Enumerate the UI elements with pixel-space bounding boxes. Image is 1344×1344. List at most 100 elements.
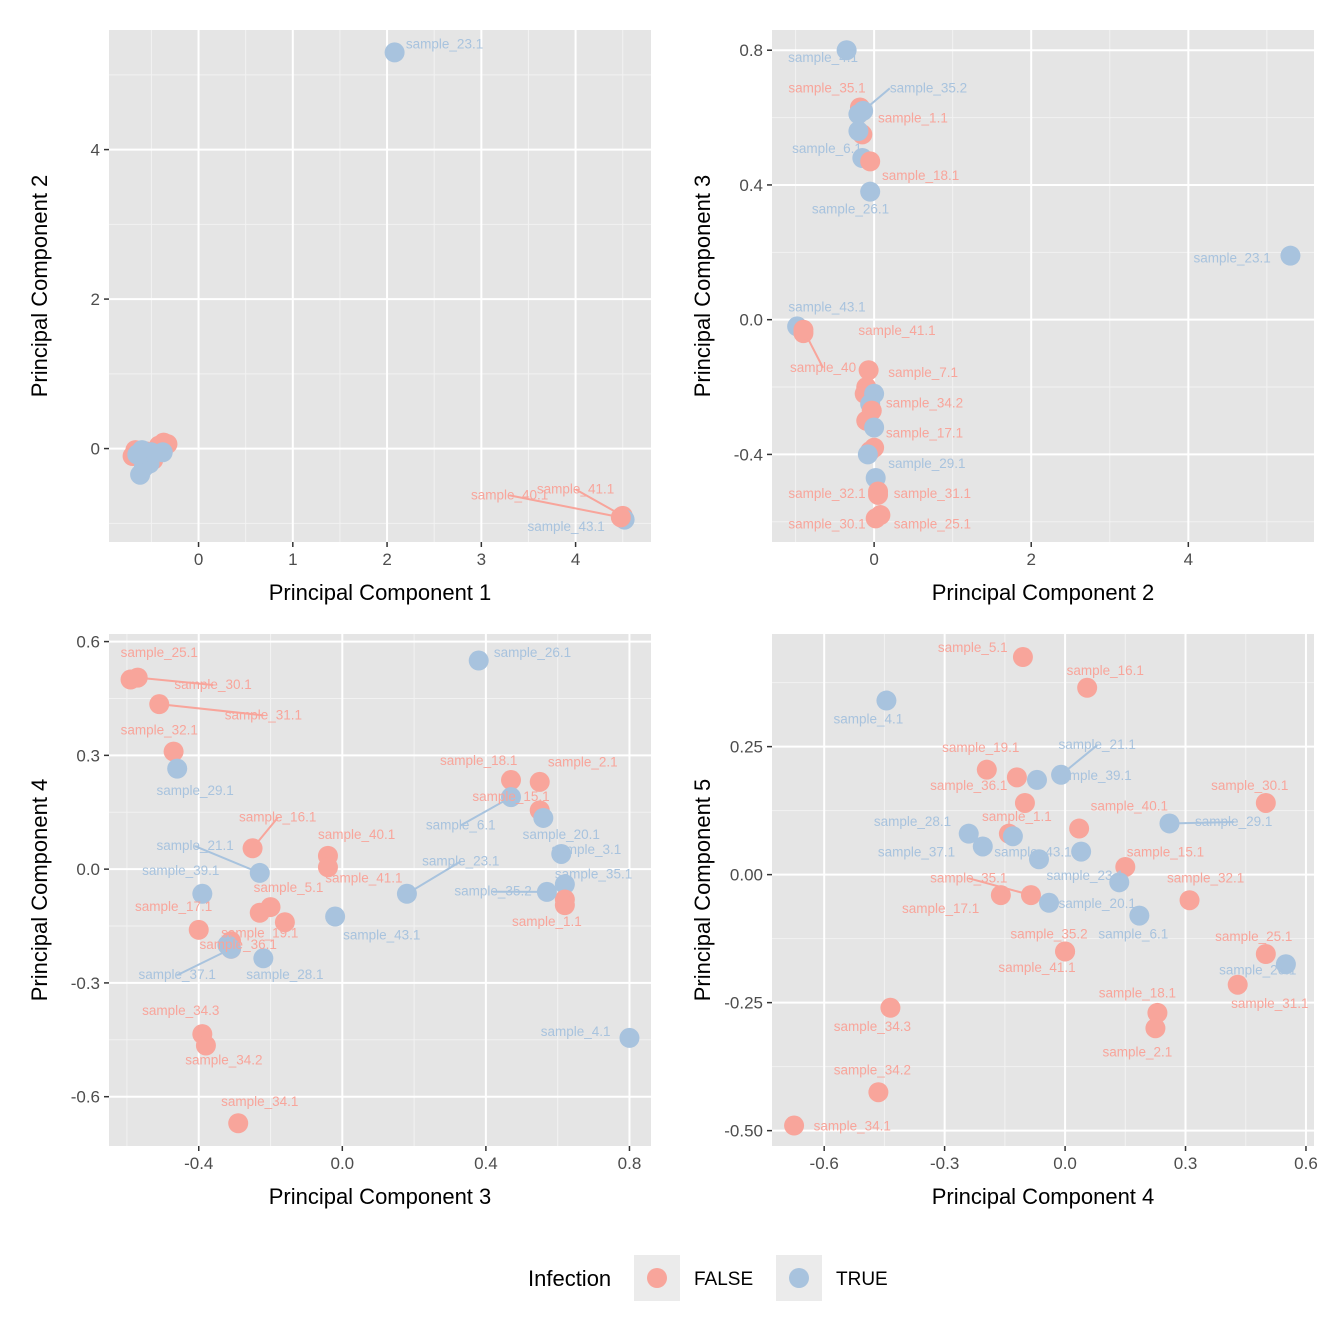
point-label: sample_29.1 — [1195, 814, 1272, 829]
point-label: sample_26.1 — [1219, 962, 1296, 977]
data-point — [880, 997, 901, 1018]
data-point — [253, 948, 274, 969]
x-tick-label: -0.6 — [810, 1154, 839, 1173]
point-label: sample_1.1 — [878, 111, 948, 126]
y-tick-label: -0.3 — [71, 974, 100, 993]
data-point — [536, 881, 557, 902]
y-tick-label: -0.25 — [724, 994, 763, 1013]
point-label: sample_19.1 — [942, 740, 1019, 755]
data-point — [1179, 890, 1200, 911]
x-tick-label: 3 — [477, 550, 486, 569]
point-label: sample_4.1 — [541, 1024, 611, 1039]
point-label: sample_20.1 — [523, 827, 600, 842]
data-point — [1028, 849, 1049, 870]
point-label: sample_4.1 — [788, 50, 858, 65]
point-label: sample_6.1 — [792, 141, 862, 156]
data-point — [325, 906, 346, 927]
y-axis-title: Principal Component 3 — [690, 175, 715, 398]
data-point — [876, 690, 897, 711]
point-label: sample_32.1 — [1167, 870, 1244, 885]
point-label: sample_16.1 — [1067, 663, 1144, 678]
data-point — [1109, 872, 1130, 893]
panel-pc4-vs-pc5: -0.6 -0.3 0.0 0.3 0.6 -0.50 -0.25 0.00 0.25 Princ… — [690, 634, 1318, 1209]
point-label: sample_40.1 — [471, 487, 548, 502]
point-label: sample_29.1 — [888, 456, 965, 471]
y-axis-title: Principal Component 5 — [690, 779, 715, 1002]
legend-title: Infection — [528, 1266, 611, 1291]
data-point — [529, 771, 550, 792]
data-point — [1002, 826, 1023, 847]
point-label: sample_43.1 — [994, 845, 1071, 860]
x-tick-label: 0.6 — [1294, 1154, 1318, 1173]
data-point — [868, 1082, 889, 1103]
point-label: sample_30.1 — [174, 677, 251, 692]
data-point — [990, 885, 1011, 906]
point-label: sample_26.1 — [812, 202, 889, 217]
point-label: sample_35.1 — [930, 870, 1007, 885]
point-label: sample_36.1 — [200, 937, 277, 952]
data-point — [1255, 944, 1276, 964]
data-point — [163, 741, 184, 762]
y-axis-title: Principal Component 2 — [27, 175, 52, 398]
point-label: sample_25.1 — [894, 517, 971, 532]
point-label: sample_40.1 — [1091, 799, 1168, 814]
point-label: sample_1.1 — [982, 809, 1052, 824]
data-point — [857, 444, 878, 465]
point-label: sample_16.1 — [239, 810, 316, 825]
point-label: sample_34.2 — [834, 1062, 911, 1077]
data-point — [958, 823, 979, 844]
point-label: sample_6.1 — [426, 817, 496, 832]
data-point — [167, 758, 188, 779]
data-point — [396, 883, 417, 904]
panel-pc2-vs-pc3: 0 2 4 -0.4 0.0 0.4 0.8 Principal Component 2 Pri… — [690, 30, 1314, 605]
x-tick-label: 0.4 — [474, 1154, 498, 1173]
point-label: sample_34.2 — [185, 1052, 262, 1067]
point-label: sample_37.1 — [139, 967, 216, 982]
point-label: sample_35.2 — [454, 884, 531, 899]
data-point — [864, 417, 885, 438]
point-label: sample_34.1 — [814, 1119, 891, 1134]
point-label: sample_43.1 — [343, 927, 420, 942]
x-tick-label: 0.0 — [1053, 1154, 1077, 1173]
y-tick-label: 0.0 — [739, 311, 763, 330]
y-tick-label: -0.50 — [724, 1122, 763, 1141]
y-tick-label: -0.4 — [734, 445, 763, 464]
point-label: sample_15.1 — [1127, 845, 1204, 860]
point-label: sample_26.1 — [494, 645, 571, 660]
y-tick-label: 0.0 — [76, 860, 100, 879]
point-label: sample_17.1 — [135, 899, 212, 914]
legend-label-true: TRUE — [836, 1269, 888, 1290]
y-tick-label: 0.8 — [739, 41, 763, 60]
point-label: sample_30.1 — [1211, 778, 1288, 793]
data-point — [1071, 841, 1092, 862]
label-leader-line — [1169, 821, 1234, 825]
point-label: sample_23.1 — [406, 37, 483, 52]
data-point — [228, 1113, 249, 1134]
point-label: sample_34.1 — [221, 1094, 298, 1109]
x-axis-title: Principal Component 2 — [932, 580, 1155, 605]
data-point — [533, 807, 554, 828]
y-tick-label: 0.4 — [739, 176, 763, 195]
y-axis-title: Principal Component 4 — [27, 779, 52, 1002]
x-tick-label: 0.8 — [618, 1154, 642, 1173]
point-label: sample_21.1 — [1059, 737, 1136, 752]
data-point — [1026, 769, 1047, 790]
point-label: sample_39.1 — [142, 863, 219, 878]
data-point — [249, 902, 270, 923]
point-label: sample_39.1 — [1055, 768, 1132, 783]
data-point — [242, 838, 263, 859]
point-label: sample_35.2 — [890, 80, 967, 95]
point-label: sample_15.1 — [472, 789, 549, 804]
x-axis-title: Principal Component 1 — [269, 580, 492, 605]
point-label: sample_40 — [790, 360, 856, 375]
data-point — [1055, 941, 1076, 962]
point-label: sample_1.1 — [512, 914, 582, 929]
point-label: sample_4.1 — [833, 712, 903, 727]
legend: Infection FALSE TRUE — [528, 1255, 888, 1301]
data-point — [152, 442, 173, 463]
point-label: sample_34.2 — [886, 395, 963, 410]
point-label: sample_18.1 — [440, 753, 517, 768]
plot-background — [772, 634, 1314, 1146]
label-leader-line — [194, 845, 261, 874]
x-axis-title: Principal Component 4 — [932, 1184, 1155, 1209]
